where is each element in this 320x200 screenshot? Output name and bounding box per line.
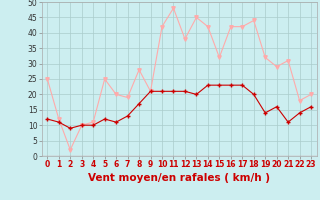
X-axis label: Vent moyen/en rafales ( km/h ): Vent moyen/en rafales ( km/h ) [88, 173, 270, 183]
